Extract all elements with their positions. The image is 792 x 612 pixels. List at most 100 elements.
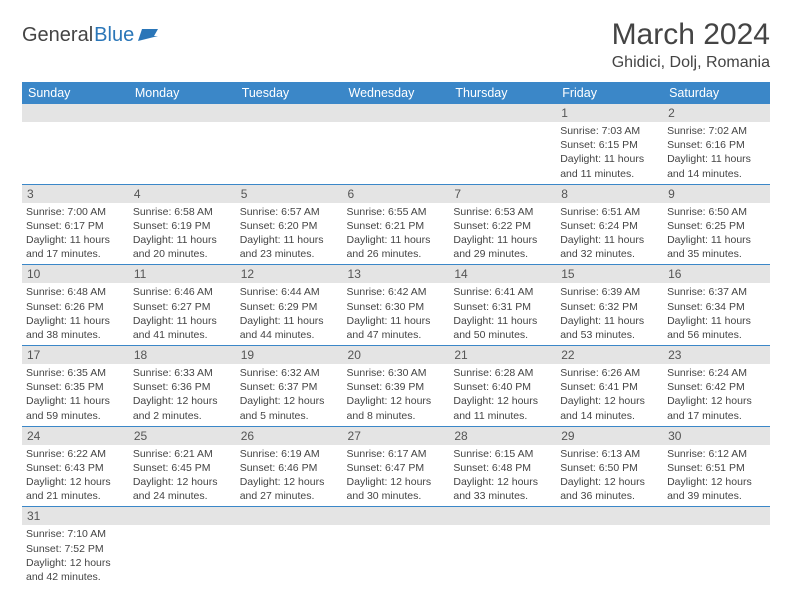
day-number: 2 [663, 104, 770, 122]
day-details: Sunrise: 6:13 AMSunset: 6:50 PMDaylight:… [556, 445, 663, 507]
day-details: Sunrise: 6:15 AMSunset: 6:48 PMDaylight:… [449, 445, 556, 507]
calendar-cell: 8Sunrise: 6:51 AMSunset: 6:24 PMDaylight… [556, 184, 663, 265]
calendar-cell: 16Sunrise: 6:37 AMSunset: 6:34 PMDayligh… [663, 265, 770, 346]
day-details: Sunrise: 6:35 AMSunset: 6:35 PMDaylight:… [22, 364, 129, 426]
day-number: 12 [236, 265, 343, 283]
day-number: 28 [449, 427, 556, 445]
day-details: Sunrise: 6:30 AMSunset: 6:39 PMDaylight:… [343, 364, 450, 426]
day-number: 11 [129, 265, 236, 283]
logo-text-2: Blue [94, 24, 134, 47]
calendar-cell: 5Sunrise: 6:57 AMSunset: 6:20 PMDaylight… [236, 184, 343, 265]
day-details: Sunrise: 6:19 AMSunset: 6:46 PMDaylight:… [236, 445, 343, 507]
calendar-cell: 21Sunrise: 6:28 AMSunset: 6:40 PMDayligh… [449, 346, 556, 427]
weekday-header: Wednesday [343, 82, 450, 104]
day-details: Sunrise: 7:10 AMSunset: 7:52 PMDaylight:… [22, 525, 129, 587]
calendar-cell: 27Sunrise: 6:17 AMSunset: 6:47 PMDayligh… [343, 426, 450, 507]
day-number: 23 [663, 346, 770, 364]
calendar-cell: 26Sunrise: 6:19 AMSunset: 6:46 PMDayligh… [236, 426, 343, 507]
calendar-cell: 30Sunrise: 6:12 AMSunset: 6:51 PMDayligh… [663, 426, 770, 507]
day-number: 14 [449, 265, 556, 283]
day-number: 21 [449, 346, 556, 364]
weekday-header: Monday [129, 82, 236, 104]
day-number: 8 [556, 185, 663, 203]
logo-text-1: General [22, 24, 93, 47]
calendar-cell: 28Sunrise: 6:15 AMSunset: 6:48 PMDayligh… [449, 426, 556, 507]
logo: GeneralBlue [22, 24, 160, 47]
calendar-cell [22, 104, 129, 184]
calendar-cell: 12Sunrise: 6:44 AMSunset: 6:29 PMDayligh… [236, 265, 343, 346]
weekday-header: Tuesday [236, 82, 343, 104]
calendar-cell: 3Sunrise: 7:00 AMSunset: 6:17 PMDaylight… [22, 184, 129, 265]
day-details: Sunrise: 6:39 AMSunset: 6:32 PMDaylight:… [556, 283, 663, 345]
day-details: Sunrise: 6:41 AMSunset: 6:31 PMDaylight:… [449, 283, 556, 345]
day-details: Sunrise: 7:02 AMSunset: 6:16 PMDaylight:… [663, 122, 770, 184]
day-details: Sunrise: 6:12 AMSunset: 6:51 PMDaylight:… [663, 445, 770, 507]
calendar-cell: 13Sunrise: 6:42 AMSunset: 6:30 PMDayligh… [343, 265, 450, 346]
day-number: 13 [343, 265, 450, 283]
calendar-cell: 18Sunrise: 6:33 AMSunset: 6:36 PMDayligh… [129, 346, 236, 427]
day-details: Sunrise: 6:28 AMSunset: 6:40 PMDaylight:… [449, 364, 556, 426]
day-number: 5 [236, 185, 343, 203]
calendar-cell: 7Sunrise: 6:53 AMSunset: 6:22 PMDaylight… [449, 184, 556, 265]
day-details: Sunrise: 6:21 AMSunset: 6:45 PMDaylight:… [129, 445, 236, 507]
day-number: 6 [343, 185, 450, 203]
calendar-cell [343, 104, 450, 184]
day-number: 15 [556, 265, 663, 283]
day-details: Sunrise: 6:22 AMSunset: 6:43 PMDaylight:… [22, 445, 129, 507]
page-title: March 2024 [612, 18, 770, 52]
day-number: 4 [129, 185, 236, 203]
calendar-cell: 24Sunrise: 6:22 AMSunset: 6:43 PMDayligh… [22, 426, 129, 507]
calendar-cell: 20Sunrise: 6:30 AMSunset: 6:39 PMDayligh… [343, 346, 450, 427]
day-details: Sunrise: 6:26 AMSunset: 6:41 PMDaylight:… [556, 364, 663, 426]
day-number: 25 [129, 427, 236, 445]
day-number: 27 [343, 427, 450, 445]
day-number: 1 [556, 104, 663, 122]
calendar-table: SundayMondayTuesdayWednesdayThursdayFrid… [22, 82, 770, 587]
day-number: 30 [663, 427, 770, 445]
day-details: Sunrise: 6:55 AMSunset: 6:21 PMDaylight:… [343, 203, 450, 265]
calendar-cell: 10Sunrise: 6:48 AMSunset: 6:26 PMDayligh… [22, 265, 129, 346]
day-details: Sunrise: 6:58 AMSunset: 6:19 PMDaylight:… [129, 203, 236, 265]
day-number: 22 [556, 346, 663, 364]
weekday-header: Sunday [22, 82, 129, 104]
day-number: 16 [663, 265, 770, 283]
day-details: Sunrise: 7:03 AMSunset: 6:15 PMDaylight:… [556, 122, 663, 184]
day-number: 29 [556, 427, 663, 445]
day-details: Sunrise: 6:24 AMSunset: 6:42 PMDaylight:… [663, 364, 770, 426]
day-details: Sunrise: 6:37 AMSunset: 6:34 PMDaylight:… [663, 283, 770, 345]
day-number: 9 [663, 185, 770, 203]
day-details: Sunrise: 7:00 AMSunset: 6:17 PMDaylight:… [22, 203, 129, 265]
header: GeneralBlue March 2024 Ghidici, Dolj, Ro… [22, 18, 770, 72]
day-details: Sunrise: 6:50 AMSunset: 6:25 PMDaylight:… [663, 203, 770, 265]
calendar-cell [236, 507, 343, 587]
calendar-cell [236, 104, 343, 184]
calendar-cell: 4Sunrise: 6:58 AMSunset: 6:19 PMDaylight… [129, 184, 236, 265]
calendar-cell: 15Sunrise: 6:39 AMSunset: 6:32 PMDayligh… [556, 265, 663, 346]
day-details: Sunrise: 6:48 AMSunset: 6:26 PMDaylight:… [22, 283, 129, 345]
calendar-cell: 11Sunrise: 6:46 AMSunset: 6:27 PMDayligh… [129, 265, 236, 346]
calendar-cell: 17Sunrise: 6:35 AMSunset: 6:35 PMDayligh… [22, 346, 129, 427]
calendar-cell [343, 507, 450, 587]
calendar-cell: 25Sunrise: 6:21 AMSunset: 6:45 PMDayligh… [129, 426, 236, 507]
day-details: Sunrise: 6:57 AMSunset: 6:20 PMDaylight:… [236, 203, 343, 265]
calendar-cell: 6Sunrise: 6:55 AMSunset: 6:21 PMDaylight… [343, 184, 450, 265]
day-details: Sunrise: 6:42 AMSunset: 6:30 PMDaylight:… [343, 283, 450, 345]
day-details: Sunrise: 6:33 AMSunset: 6:36 PMDaylight:… [129, 364, 236, 426]
day-number: 7 [449, 185, 556, 203]
day-number: 10 [22, 265, 129, 283]
calendar-cell [129, 507, 236, 587]
day-number: 3 [22, 185, 129, 203]
calendar-header-row: SundayMondayTuesdayWednesdayThursdayFrid… [22, 82, 770, 104]
day-details: Sunrise: 6:32 AMSunset: 6:37 PMDaylight:… [236, 364, 343, 426]
day-details: Sunrise: 6:51 AMSunset: 6:24 PMDaylight:… [556, 203, 663, 265]
logo-flag-icon [138, 27, 160, 43]
calendar-cell [449, 104, 556, 184]
day-details: Sunrise: 6:17 AMSunset: 6:47 PMDaylight:… [343, 445, 450, 507]
title-block: March 2024 Ghidici, Dolj, Romania [612, 18, 770, 72]
calendar-cell: 9Sunrise: 6:50 AMSunset: 6:25 PMDaylight… [663, 184, 770, 265]
day-number: 19 [236, 346, 343, 364]
day-details: Sunrise: 6:46 AMSunset: 6:27 PMDaylight:… [129, 283, 236, 345]
weekday-header: Saturday [663, 82, 770, 104]
day-number: 17 [22, 346, 129, 364]
calendar-cell: 2Sunrise: 7:02 AMSunset: 6:16 PMDaylight… [663, 104, 770, 184]
